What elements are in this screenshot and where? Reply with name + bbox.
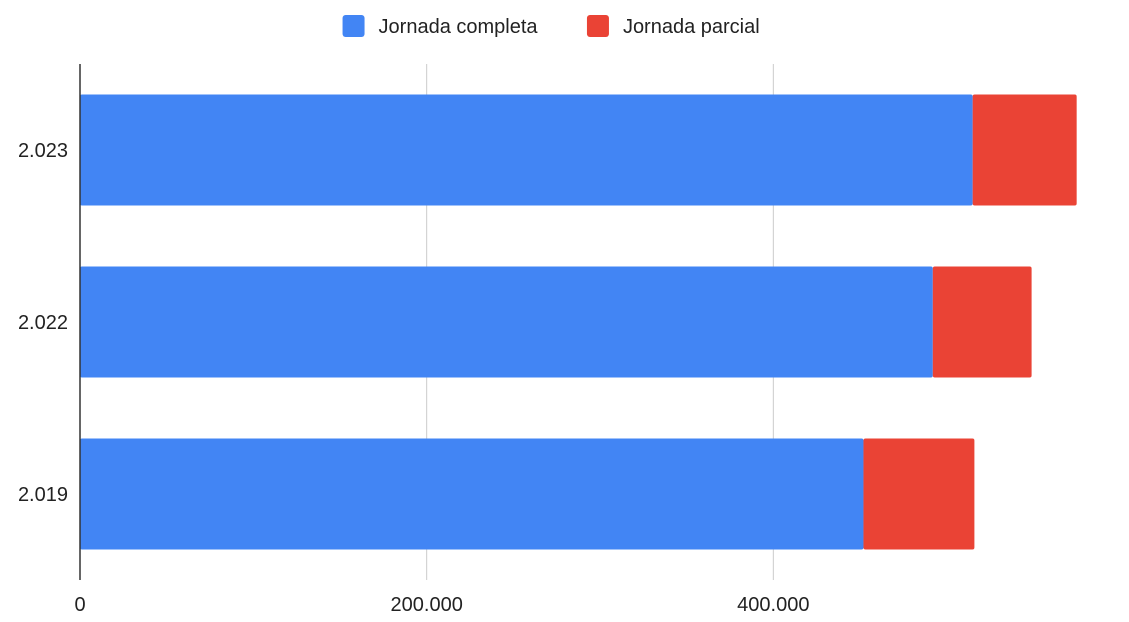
bar-jornada-completa	[80, 266, 933, 378]
y-category-label: 2.022	[18, 312, 68, 334]
x-tick-label: 200.000	[391, 594, 463, 616]
bar-jornada-parcial	[932, 266, 1032, 378]
bar-jornada-parcial	[863, 438, 975, 550]
legend-swatch-jornada-completa	[342, 15, 365, 37]
bar-jornada-completa	[80, 438, 864, 550]
legend-swatch-jornada-parcial	[586, 15, 609, 37]
legend: Jornada completa Jornada parcial	[342, 15, 760, 38]
bar-jornada-parcial	[972, 94, 1077, 206]
axis-layer: 0 200.000 400.000 2.023 2.022 2.019	[18, 64, 809, 616]
legend-label-jornada-completa: Jornada completa	[379, 16, 539, 38]
legend-label-jornada-parcial: Jornada parcial	[623, 16, 760, 38]
y-category-label: 2.019	[18, 484, 68, 506]
x-tick-label: 400.000	[737, 594, 809, 616]
x-tick-label: 0	[74, 594, 85, 616]
bar-jornada-completa	[80, 94, 973, 206]
y-category-label: 2.023	[18, 140, 68, 162]
bar-layer	[80, 94, 1077, 550]
